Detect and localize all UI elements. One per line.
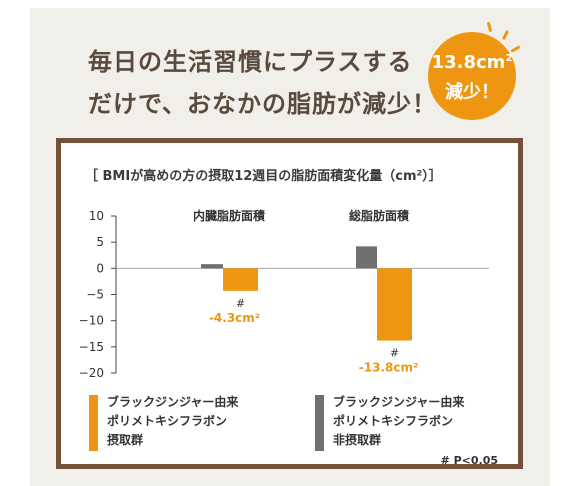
chart-frame: ［ BMIが高めの方の摂取12週目の脂肪面積変化量（cm²）］ 10 5 0 −5 −1… — [56, 138, 523, 469]
y-tick-label: 0 — [96, 261, 104, 275]
category-label: 内臓脂肪面積 — [193, 208, 266, 223]
significance-mark: # — [236, 297, 245, 310]
badge-value: 13.8cm2 — [428, 52, 516, 73]
legend-intake-line-3: 摂取群 — [107, 433, 144, 447]
y-tick-label: −10 — [79, 314, 104, 328]
legend-intake-line-2: ポリメトキシフラボン — [107, 414, 228, 428]
legend-label-intake: ブラックジンジャー由来 ポリメトキシフラボン 摂取群 — [107, 393, 238, 450]
headline-line-1: 毎日の生活習慣にプラスする — [88, 48, 413, 76]
significance-mark: # — [390, 347, 399, 360]
bar-intake — [377, 268, 412, 341]
legend-label-non-intake: ブラックジンジャー由来 ポリメトキシフラボン 非摂取群 — [333, 393, 464, 450]
y-tick-label: 10 — [89, 209, 104, 223]
legend-non-intake-line-3: 非摂取群 — [333, 433, 382, 447]
legend-swatch-intake — [89, 395, 98, 451]
legend-intake-line-1: ブラックジンジャー由来 — [107, 395, 239, 409]
badge-value-main: 13.8cm — [431, 52, 506, 73]
bar-non-intake — [356, 246, 377, 269]
legend-non-intake-line-2: ポリメトキシフラボン — [333, 414, 454, 428]
headline-line-2: だけで、おなかの脂肪が減少！ — [88, 90, 438, 118]
bar-intake — [223, 268, 258, 291]
chart-title: ［ BMIが高めの方の摂取12週目の脂肪面積変化量（cm²）］ — [85, 169, 442, 184]
y-tick-label: −15 — [79, 340, 104, 354]
category-label: 総脂肪面積 — [349, 208, 410, 223]
badge-label: 減少！ — [445, 82, 499, 103]
y-tick-label: −20 — [79, 366, 104, 380]
data-label: -4.3cm² — [209, 311, 260, 325]
y-tick-label: −5 — [86, 288, 104, 302]
legend-swatch-non-intake — [315, 395, 324, 451]
badge-value-sup: 2 — [505, 53, 513, 64]
data-label: -13.8cm² — [359, 361, 418, 375]
legend-non-intake-line-1: ブラックジンジャー由来 — [333, 395, 465, 409]
reduction-badge: 13.8cm2 減少！ — [428, 32, 516, 120]
significance-footnote: # P<0.05 — [440, 454, 498, 467]
bar-non-intake — [201, 264, 223, 269]
y-tick-label: 5 — [96, 235, 104, 249]
